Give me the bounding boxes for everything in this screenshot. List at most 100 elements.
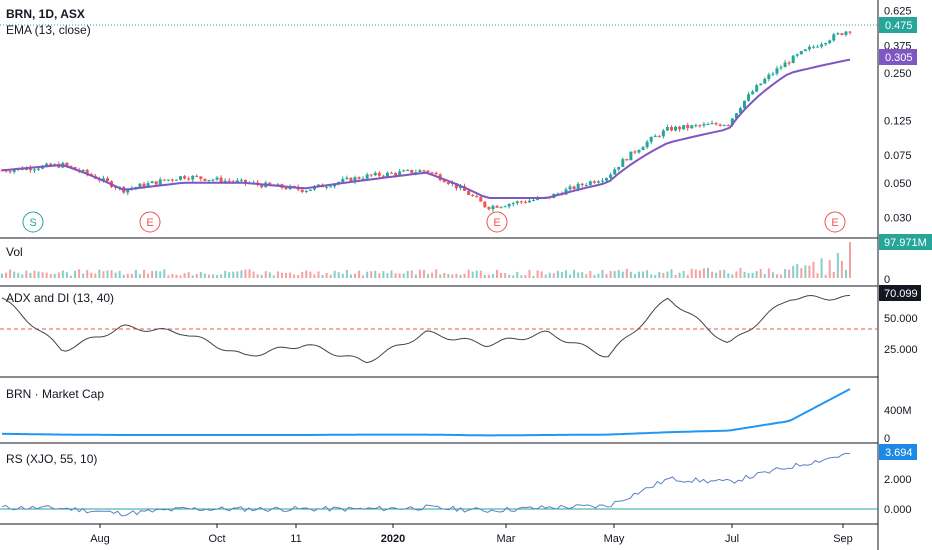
volume-bar xyxy=(390,270,393,278)
candle-body xyxy=(430,172,434,174)
svg-text:E: E xyxy=(493,217,500,229)
volume-bar xyxy=(285,272,288,278)
candle-body xyxy=(203,178,207,181)
candle-body xyxy=(81,169,85,172)
volume-bar xyxy=(682,271,685,278)
candle-body xyxy=(682,125,686,130)
candle-body xyxy=(767,74,771,80)
volume-bar xyxy=(455,273,458,278)
volume-bar xyxy=(114,272,117,278)
candle-body xyxy=(268,182,272,185)
volume-bar xyxy=(9,269,12,278)
volume-bar xyxy=(349,274,352,278)
volume-bar xyxy=(57,272,60,278)
candle-body xyxy=(199,176,203,179)
volume-bar xyxy=(321,275,324,278)
candle-body xyxy=(844,31,848,35)
candle-body xyxy=(442,180,446,183)
price-tick: 0.125 xyxy=(884,115,912,127)
candle-body xyxy=(613,169,617,175)
volume-bar xyxy=(828,260,831,278)
candle-body xyxy=(65,162,69,166)
event-marker-e[interactable]: E xyxy=(824,211,846,233)
volume-bar xyxy=(459,274,462,278)
candle-body xyxy=(609,174,613,179)
price-tick: 0.250 xyxy=(884,68,912,80)
volume-bar xyxy=(670,269,673,278)
volume-bar xyxy=(98,269,101,278)
candle-body xyxy=(158,179,162,185)
candle-body xyxy=(726,124,730,126)
time-tick-label: Mar xyxy=(497,533,516,545)
market-cap-tick: 0 xyxy=(884,433,890,445)
volume-bar xyxy=(33,270,36,278)
volume-bar xyxy=(82,273,85,278)
candle-body xyxy=(783,62,787,68)
volume-bar xyxy=(61,270,64,278)
candle-body xyxy=(523,201,527,203)
volume-bar xyxy=(719,270,722,278)
time-tick-label: May xyxy=(604,533,625,545)
candle-body xyxy=(771,73,775,75)
ema-line xyxy=(1,58,851,199)
volume-bar xyxy=(447,273,450,278)
candle-body xyxy=(418,170,422,173)
volume-bar xyxy=(552,273,555,278)
candle-body xyxy=(706,124,710,126)
candle-body xyxy=(710,123,714,125)
volume-bar xyxy=(86,270,89,278)
candle-body xyxy=(300,189,304,192)
candle-body xyxy=(385,172,389,177)
volume-bar xyxy=(491,274,494,278)
event-marker-e[interactable]: E xyxy=(486,211,508,233)
candle-body xyxy=(446,182,450,184)
volume-bar xyxy=(333,270,336,278)
candle-body xyxy=(592,181,596,183)
time-tick-label: Oct xyxy=(208,533,225,545)
candle-body xyxy=(235,180,239,183)
candle-body xyxy=(738,108,742,114)
volume-bar xyxy=(560,272,563,278)
volume-bar xyxy=(564,270,567,278)
volume-bar xyxy=(37,271,40,278)
volume-bar xyxy=(812,261,815,278)
volume-bar xyxy=(556,270,559,278)
candle-body xyxy=(576,183,580,189)
time-tick-label: Sep xyxy=(833,533,853,545)
volume-bar xyxy=(422,269,425,278)
volume-bar xyxy=(410,270,413,278)
candle-body xyxy=(811,46,815,48)
candle-body xyxy=(349,177,353,182)
volume-bar xyxy=(147,273,150,278)
candle-body xyxy=(828,40,832,44)
event-marker-s[interactable]: S xyxy=(22,211,44,233)
candle-body xyxy=(751,91,755,95)
volume-bar xyxy=(260,274,263,278)
volume-bar xyxy=(638,271,641,278)
volume-bar xyxy=(126,273,129,278)
price-tick: 0.050 xyxy=(884,178,912,190)
candle-body xyxy=(499,206,503,208)
adx-badge-value: 70.099 xyxy=(884,288,918,300)
volume-bar xyxy=(69,275,72,278)
volume-bar xyxy=(694,269,697,278)
volume-bar xyxy=(366,271,369,278)
adx-legend: ADX and DI (13, 40) xyxy=(6,291,114,305)
candle-body xyxy=(645,141,649,148)
volume-bar xyxy=(706,267,709,278)
candle-body xyxy=(32,169,36,171)
symbol-title: BRN, 1D, ASX xyxy=(6,7,85,21)
volume-bar xyxy=(471,271,474,278)
time-tick-label: Jul xyxy=(725,533,739,545)
candle-body xyxy=(596,181,600,183)
volume-bar xyxy=(751,272,754,278)
volume-bar xyxy=(29,272,32,278)
volume-bar xyxy=(483,275,486,278)
event-marker-e[interactable]: E xyxy=(139,211,161,233)
candle-body xyxy=(12,169,16,172)
volume-bar xyxy=(520,275,523,278)
candle-body xyxy=(820,44,824,47)
volume-bar xyxy=(804,265,807,278)
